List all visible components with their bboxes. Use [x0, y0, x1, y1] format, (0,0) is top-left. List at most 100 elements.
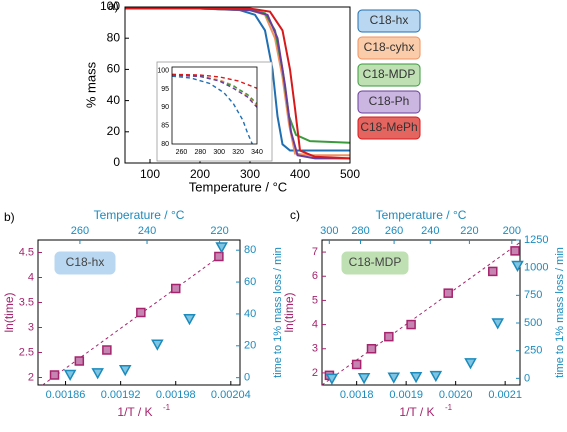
top-x-tick-label-c: 300	[320, 225, 338, 237]
inset-x-tick-label: 340	[251, 149, 263, 156]
sample-box-label-c: C18-MDP	[349, 255, 402, 269]
legend-label-c18-ph: C18-Ph	[369, 94, 410, 108]
panel-label-a: a)	[108, 0, 119, 13]
legend-label-c18-cyhx: C18-cyhx	[364, 40, 415, 54]
y-right-tick-label-b: 40	[244, 308, 256, 320]
inset-y-tick-label: 85	[161, 123, 169, 130]
trendline-c	[321, 242, 521, 386]
legend-label-c18-hx: C18-hx	[370, 13, 409, 27]
time-point-b	[63, 369, 77, 382]
y-right-tick-label-b: 60	[244, 276, 256, 288]
panel-label-b: b)	[4, 210, 15, 224]
x-tick-label-c: 0.0020	[439, 389, 473, 401]
ln-time-point-c	[366, 344, 377, 354]
series-line-c18-meph	[125, 7, 350, 160]
top-x-tick-label-c: 240	[421, 225, 439, 237]
ln-time-point-c	[488, 266, 498, 277]
inset-y-tick-label: 90	[161, 104, 169, 111]
x-axis-label-a: Temperature / °C	[189, 179, 287, 194]
top-x-tick-label-b: 220	[210, 225, 228, 237]
time-point-c	[429, 370, 443, 383]
sample-box-b	[54, 251, 116, 275]
x-tick-label-b: 0.00204	[211, 389, 251, 401]
legend-label-c18-meph: C18-MePh	[360, 120, 417, 134]
inset-line-c18-meph	[172, 73, 257, 89]
ln-time-point-c	[351, 359, 362, 370]
y-tick-label-a: 60	[107, 62, 121, 76]
y-right-tick-label-c: 1000	[524, 262, 548, 274]
y-right-tick-label-b: 80	[244, 244, 256, 256]
y-left-tick-label-c: 6	[312, 270, 318, 282]
ln-time-point-b	[74, 356, 85, 366]
inset-y-tick-label: 95	[161, 86, 169, 93]
y-tick-label-a: 0	[113, 155, 120, 169]
x-tick-label-a: 300	[240, 167, 260, 181]
y-tick-label-a: 100	[100, 0, 120, 13]
legend-box-c18-ph	[357, 90, 421, 114]
y-right-tick-label-c: 500	[524, 317, 542, 329]
time-point-c	[464, 358, 477, 370]
y-right-tick-label-c: 750	[524, 289, 542, 301]
ln-time-point-b	[214, 251, 224, 262]
x-tick-label-c: 0.0018	[340, 389, 374, 401]
sample-box-c	[341, 251, 409, 275]
y-left-tick-label-c: 4	[312, 318, 318, 330]
time-point-c	[409, 371, 423, 384]
y-left-tick-label-c: 5	[312, 294, 318, 306]
inset-x-tick-label: 280	[194, 149, 206, 156]
y-right-tick-label-b: 20	[244, 340, 256, 352]
inset-box	[156, 61, 273, 162]
x-tick-label-c: 0.0019	[389, 389, 423, 401]
legend-box-c18-mdp	[357, 63, 421, 87]
time-point-c	[491, 318, 504, 330]
inset-line-c18-ph	[172, 74, 257, 108]
sample-box-label-b: C18-hx	[66, 255, 105, 269]
legend-box-c18-meph	[357, 116, 421, 140]
time-point-b	[183, 313, 196, 326]
inset-y-tick-label: 80	[161, 141, 169, 148]
ln-time-point-b	[136, 307, 146, 318]
top-x-axis-label-c: Temperature / °C	[376, 208, 467, 222]
top-x-tick-label-c: 200	[503, 225, 521, 237]
ln-time-point-b	[49, 370, 60, 380]
time-point-b	[151, 339, 164, 351]
ln-time-point-c	[443, 288, 453, 298]
top-x-tick-label-c: 280	[351, 225, 369, 237]
x-tick-label-b: 0.00192	[101, 389, 141, 401]
plot-frame-a	[124, 6, 351, 164]
y-left-tick-label-b: 2.5	[19, 346, 34, 358]
x-tick-label-a: 400	[290, 167, 310, 181]
ln-time-point-c	[510, 246, 520, 256]
inset-line-c18-hx	[172, 75, 253, 144]
legend-box-c18-hx	[357, 9, 421, 33]
series-group-a	[125, 7, 350, 160]
time-point-c	[387, 372, 401, 384]
ln-time-point-b	[102, 345, 112, 355]
y-right-tick-label-c: 0	[524, 372, 530, 384]
inset-frame	[171, 66, 258, 145]
y-left-tick-label-b: 4.5	[19, 246, 34, 258]
inset-y-tick-label: 100	[157, 68, 169, 75]
y-left-tick-label-c: 7	[312, 246, 318, 258]
panel-label-c: c)	[290, 208, 300, 222]
time-point-c	[357, 373, 371, 385]
ln-time-point-c	[384, 331, 394, 342]
y-left-tick-label-b: 3	[28, 321, 34, 333]
y-left-tick-label-c: 3	[312, 343, 318, 355]
x-tick-label-a: 200	[190, 167, 210, 181]
top-x-tick-label-b: 240	[138, 225, 156, 237]
time-point-b	[215, 242, 228, 254]
y-axis-label-a: % mass	[83, 61, 98, 108]
y-left-tick-label-b: 4	[28, 271, 34, 283]
x-tick-label-b: 0.00198	[156, 389, 196, 401]
x-axis-label-sup-c: -1	[445, 403, 453, 412]
x-axis-label-c: 1/T / K	[399, 405, 434, 419]
top-x-tick-label-c: 220	[460, 225, 478, 237]
top-x-tick-label-b: 260	[71, 225, 89, 237]
y-tick-label-a: 40	[107, 93, 121, 107]
plot-frame-b	[37, 239, 241, 386]
x-tick-label-a: 500	[340, 167, 360, 181]
top-x-tick-label-c: 260	[385, 225, 403, 237]
